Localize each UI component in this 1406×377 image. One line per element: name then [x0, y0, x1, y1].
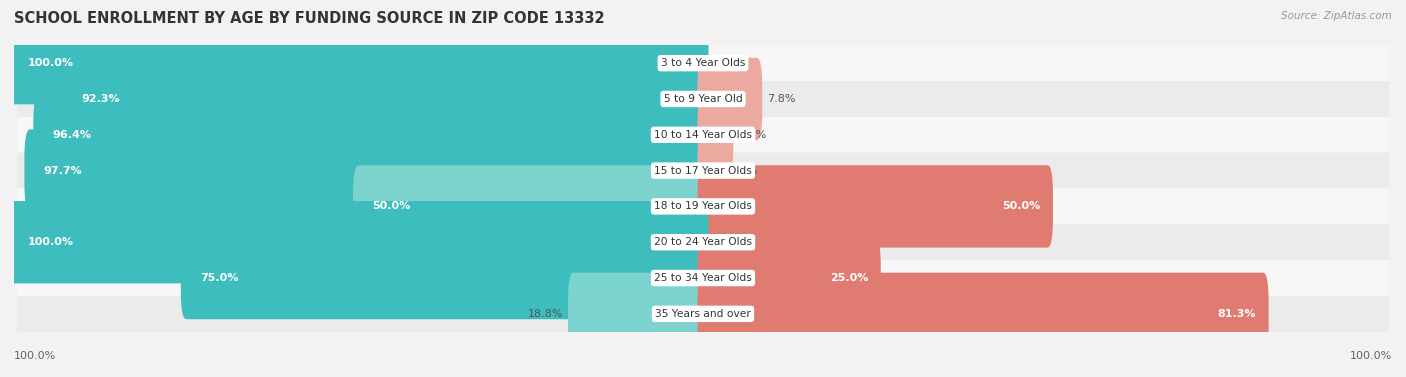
Text: 18 to 19 Year Olds: 18 to 19 Year Olds	[654, 201, 752, 211]
FancyBboxPatch shape	[353, 165, 709, 248]
FancyBboxPatch shape	[24, 129, 709, 212]
Text: 15 to 17 Year Olds: 15 to 17 Year Olds	[654, 166, 752, 176]
Text: 97.7%: 97.7%	[44, 166, 83, 176]
Text: 2.3%: 2.3%	[730, 166, 758, 176]
Text: 25 to 34 Year Olds: 25 to 34 Year Olds	[654, 273, 752, 283]
FancyBboxPatch shape	[17, 188, 1389, 224]
FancyBboxPatch shape	[8, 201, 709, 284]
Text: 3 to 4 Year Olds: 3 to 4 Year Olds	[661, 58, 745, 68]
Text: 92.3%: 92.3%	[82, 94, 120, 104]
FancyBboxPatch shape	[17, 224, 1389, 260]
FancyBboxPatch shape	[17, 296, 1389, 332]
FancyBboxPatch shape	[697, 129, 724, 212]
FancyBboxPatch shape	[17, 45, 1389, 81]
Text: 100.0%: 100.0%	[14, 351, 56, 362]
Text: 96.4%: 96.4%	[52, 130, 91, 140]
Text: 5 to 9 Year Old: 5 to 9 Year Old	[664, 94, 742, 104]
Text: SCHOOL ENROLLMENT BY AGE BY FUNDING SOURCE IN ZIP CODE 13332: SCHOOL ENROLLMENT BY AGE BY FUNDING SOUR…	[14, 11, 605, 26]
FancyBboxPatch shape	[17, 153, 1389, 188]
FancyBboxPatch shape	[17, 260, 1389, 296]
Text: 10 to 14 Year Olds: 10 to 14 Year Olds	[654, 130, 752, 140]
FancyBboxPatch shape	[17, 81, 1389, 117]
Text: 20 to 24 Year Olds: 20 to 24 Year Olds	[654, 237, 752, 247]
FancyBboxPatch shape	[8, 22, 709, 104]
Text: 100.0%: 100.0%	[28, 237, 75, 247]
Text: 75.0%: 75.0%	[200, 273, 239, 283]
Text: 100.0%: 100.0%	[1350, 351, 1392, 362]
Text: 50.0%: 50.0%	[373, 201, 411, 211]
FancyBboxPatch shape	[697, 273, 1268, 355]
Text: 100.0%: 100.0%	[28, 58, 75, 68]
Text: 3.6%: 3.6%	[738, 130, 766, 140]
Text: 7.8%: 7.8%	[768, 94, 796, 104]
FancyBboxPatch shape	[34, 93, 709, 176]
FancyBboxPatch shape	[17, 117, 1389, 153]
Text: 0.0%: 0.0%	[713, 58, 741, 68]
FancyBboxPatch shape	[181, 237, 709, 319]
Text: Source: ZipAtlas.com: Source: ZipAtlas.com	[1281, 11, 1392, 21]
FancyBboxPatch shape	[62, 58, 709, 140]
FancyBboxPatch shape	[697, 93, 734, 176]
Text: 25.0%: 25.0%	[830, 273, 869, 283]
Text: 0.0%: 0.0%	[713, 237, 741, 247]
Text: 81.3%: 81.3%	[1218, 309, 1256, 319]
FancyBboxPatch shape	[697, 237, 880, 319]
FancyBboxPatch shape	[697, 165, 1053, 248]
FancyBboxPatch shape	[568, 273, 709, 355]
Text: 35 Years and over: 35 Years and over	[655, 309, 751, 319]
Text: 18.8%: 18.8%	[527, 309, 564, 319]
FancyBboxPatch shape	[697, 58, 762, 140]
Text: 50.0%: 50.0%	[1002, 201, 1040, 211]
